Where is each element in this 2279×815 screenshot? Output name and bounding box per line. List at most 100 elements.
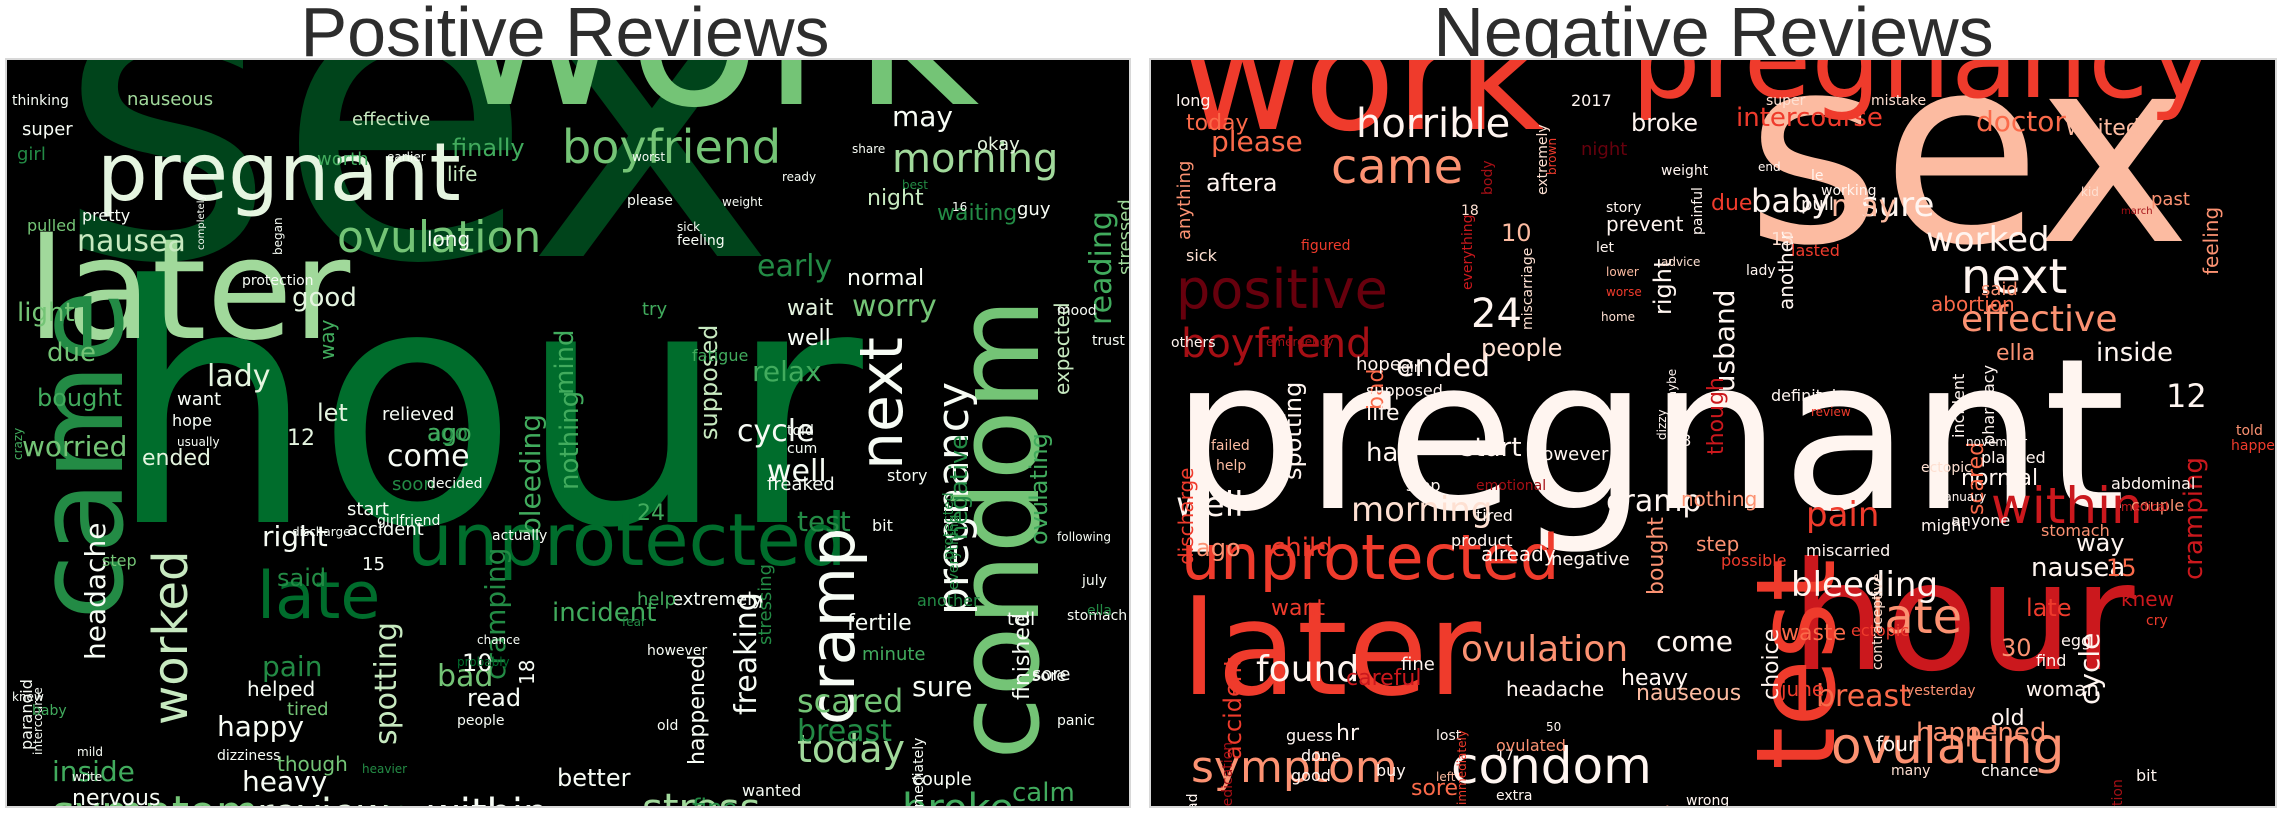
- word-weight: weight: [1661, 163, 1709, 180]
- word-broke: broke: [902, 789, 1014, 806]
- word-extremely: extremely: [672, 588, 763, 610]
- word-inside: inside: [2096, 337, 2173, 368]
- word-egg: egg: [2061, 630, 2092, 650]
- word-condom: condom: [1451, 737, 1652, 795]
- word-relieved: relieved: [382, 403, 455, 425]
- word-wanted: wanted: [1596, 804, 1670, 806]
- word-contraceptive: contraceptive: [1870, 573, 1886, 670]
- word-fertile: fertile: [2026, 806, 2097, 808]
- word-fine: fine: [692, 796, 737, 806]
- word-28: 28: [1671, 430, 1692, 450]
- word-people: people: [1481, 334, 1563, 363]
- word-earlier: earlier: [387, 149, 426, 164]
- word-figured: figured: [1301, 238, 1351, 255]
- word-anything: anything: [1174, 160, 1195, 240]
- word-crazy: crazy: [11, 427, 25, 460]
- word-lost: lost: [1436, 728, 1462, 745]
- word-hour: hour: [1791, 531, 2135, 705]
- word-10: 10: [1501, 219, 1532, 248]
- word-kid: kid: [2081, 184, 2099, 199]
- word-step: step: [1696, 532, 1740, 557]
- word-hour: hour: [107, 215, 863, 600]
- word-symptom: symptom: [1191, 741, 1398, 793]
- word-nausea: nausea: [77, 223, 186, 259]
- word-march: march: [2121, 206, 2153, 218]
- word-left: left: [1436, 769, 1456, 784]
- word-freaked: freaked: [767, 473, 835, 495]
- word-ovulating: ovulating: [1025, 433, 1053, 545]
- word-late: late: [1871, 588, 1963, 645]
- word-guess: guess: [1286, 725, 1333, 745]
- word-incident: incident: [552, 597, 657, 628]
- word-2017: 2017: [1571, 90, 1612, 110]
- word-bad: bad: [437, 658, 494, 694]
- word-nauseous: nauseous: [1636, 680, 1742, 706]
- word-well: well: [767, 453, 827, 489]
- word-old: old: [657, 718, 679, 735]
- word-sure: sure: [1861, 185, 1935, 226]
- word-told: told: [787, 423, 814, 440]
- word-30: 30: [382, 804, 407, 806]
- word-doctor: doctor: [1976, 105, 2066, 139]
- word-today: today: [1186, 110, 1249, 136]
- word-happened: happened: [1916, 717, 2047, 748]
- word-worked: worked: [1926, 220, 2050, 261]
- word-happen: happen: [2231, 438, 2275, 455]
- word-let: let: [1596, 240, 1614, 257]
- word-completely: completely: [196, 194, 207, 250]
- word-come: come: [387, 438, 470, 474]
- word-girl: girl: [1401, 360, 1424, 377]
- word-supposed: supposed: [695, 324, 723, 440]
- word-help: help: [637, 588, 676, 610]
- word-ago: ago: [427, 419, 472, 448]
- word-came: came: [1331, 138, 1464, 195]
- word-june: june: [1781, 677, 1825, 702]
- word-mind: mind: [550, 329, 580, 395]
- word-discharge: discharge: [1174, 467, 1198, 565]
- word-trust: trust: [1092, 333, 1125, 350]
- word-intercourse: intercourse: [1736, 102, 1883, 133]
- word-bit: bit: [872, 515, 893, 535]
- word-waiting: waiting: [937, 200, 1018, 226]
- word-within: within: [1991, 477, 2143, 535]
- word-couple: couple: [2131, 495, 2185, 515]
- word-wanted: wanted: [742, 780, 802, 800]
- word-heavy: heavy: [1621, 665, 1688, 691]
- word-wrong: wrong: [1686, 793, 1730, 808]
- word-said: said: [1981, 278, 2018, 300]
- word-ago: ago: [427, 420, 468, 446]
- word-16: 16: [952, 199, 968, 214]
- word-pregnancy: pregnancy: [1631, 58, 2214, 124]
- word-super: super: [1766, 93, 1806, 110]
- word-dizziness: dizziness: [217, 748, 281, 765]
- word-probably: probably: [457, 654, 510, 669]
- word-ella: ella: [1996, 340, 2036, 366]
- word-review: review: [257, 794, 389, 806]
- word-ovulation: ovulation: [337, 211, 542, 263]
- word-discharge: discharge: [292, 524, 351, 539]
- word-old: old: [1991, 705, 2025, 731]
- word-try: try: [642, 298, 668, 320]
- word-ended: ended: [1396, 348, 1491, 384]
- word-well: well: [787, 325, 831, 351]
- word-inside: inside: [52, 755, 135, 789]
- word-waited: waited: [2066, 115, 2140, 141]
- word-chance: chance: [477, 632, 521, 647]
- word-lady: lady: [1746, 263, 1776, 280]
- word-better: better: [557, 764, 631, 793]
- word-good: good: [292, 282, 357, 313]
- word-finally: finally: [452, 134, 525, 163]
- word-story: story: [1606, 200, 1642, 217]
- word-definitely: definitely: [1771, 385, 1846, 405]
- word-nothing: nothing: [1681, 487, 1758, 512]
- word-pulled: pulled: [27, 215, 77, 235]
- word-home: home: [1601, 309, 1636, 324]
- word-child: child: [1271, 532, 1333, 563]
- word-may: may: [892, 100, 954, 134]
- word-well: well: [1176, 485, 1244, 526]
- word-usually: usually: [177, 434, 220, 449]
- word-happy: happy: [217, 710, 305, 744]
- word-18: 18: [1461, 203, 1479, 220]
- word-night: night: [1581, 138, 1628, 160]
- word-wait: wait: [787, 295, 834, 321]
